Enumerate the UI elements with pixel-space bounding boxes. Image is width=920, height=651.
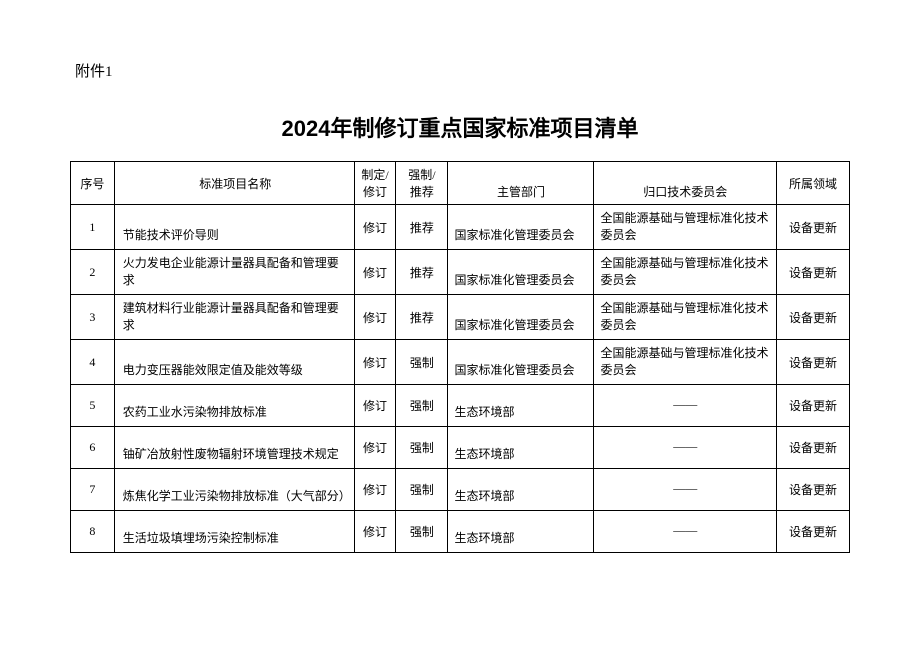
cell-type: 修订 (354, 295, 396, 340)
cell-committee: 全国能源基础与管理标准化技术委员会 (594, 340, 776, 385)
table-row: 8生活垃圾填埋场污染控制标准修订强制生态环境部——设备更新 (71, 511, 850, 553)
table-header-row: 序号 标准项目名称 制定/修订 强制/推荐 主管部门 归口技术委员会 所属领域 (71, 162, 850, 205)
cell-domain: 设备更新 (776, 511, 849, 553)
cell-committee: —— (594, 511, 776, 553)
cell-type: 修订 (354, 427, 396, 469)
col-header-name: 标准项目名称 (114, 162, 354, 205)
cell-committee: —— (594, 385, 776, 427)
cell-committee: 全国能源基础与管理标准化技术委员会 (594, 295, 776, 340)
cell-mandatory: 强制 (396, 427, 448, 469)
cell-seq: 3 (71, 295, 115, 340)
cell-type: 修订 (354, 469, 396, 511)
cell-department: 国家标准化管理委员会 (448, 340, 594, 385)
table-row: 6铀矿冶放射性废物辐射环境管理技术规定修订强制生态环境部——设备更新 (71, 427, 850, 469)
cell-department: 生态环境部 (448, 511, 594, 553)
cell-domain: 设备更新 (776, 469, 849, 511)
col-header-type: 制定/修订 (354, 162, 396, 205)
table-row: 3建筑材料行业能源计量器具配备和管理要求修订推荐国家标准化管理委员会全国能源基础… (71, 295, 850, 340)
cell-mandatory: 推荐 (396, 250, 448, 295)
cell-domain: 设备更新 (776, 427, 849, 469)
cell-committee: —— (594, 469, 776, 511)
table-body: 1节能技术评价导则修订推荐国家标准化管理委员会全国能源基础与管理标准化技术委员会… (71, 205, 850, 553)
cell-domain: 设备更新 (776, 250, 849, 295)
page-title: 2024年制修订重点国家标准项目清单 (70, 111, 850, 143)
table-row: 2火力发电企业能源计量器具配备和管理要求修订推荐国家标准化管理委员会全国能源基础… (71, 250, 850, 295)
cell-department: 生态环境部 (448, 385, 594, 427)
cell-mandatory: 推荐 (396, 295, 448, 340)
cell-department: 国家标准化管理委员会 (448, 295, 594, 340)
table-row: 1节能技术评价导则修订推荐国家标准化管理委员会全国能源基础与管理标准化技术委员会… (71, 205, 850, 250)
cell-seq: 5 (71, 385, 115, 427)
cell-domain: 设备更新 (776, 340, 849, 385)
cell-seq: 1 (71, 205, 115, 250)
cell-type: 修订 (354, 511, 396, 553)
cell-seq: 8 (71, 511, 115, 553)
col-header-mandatory: 强制/推荐 (396, 162, 448, 205)
cell-seq: 6 (71, 427, 115, 469)
cell-name: 铀矿冶放射性废物辐射环境管理技术规定 (114, 427, 354, 469)
cell-seq: 2 (71, 250, 115, 295)
cell-committee: 全国能源基础与管理标准化技术委员会 (594, 250, 776, 295)
cell-type: 修订 (354, 340, 396, 385)
cell-type: 修订 (354, 250, 396, 295)
cell-name: 火力发电企业能源计量器具配备和管理要求 (114, 250, 354, 295)
cell-mandatory: 强制 (396, 469, 448, 511)
cell-mandatory: 强制 (396, 340, 448, 385)
table-row: 5农药工业水污染物排放标准修订强制生态环境部——设备更新 (71, 385, 850, 427)
standards-table: 序号 标准项目名称 制定/修订 强制/推荐 主管部门 归口技术委员会 所属领域 … (70, 161, 850, 553)
cell-committee: —— (594, 427, 776, 469)
attachment-label: 附件1 (75, 60, 850, 81)
cell-mandatory: 强制 (396, 511, 448, 553)
cell-domain: 设备更新 (776, 385, 849, 427)
cell-seq: 4 (71, 340, 115, 385)
col-header-seq: 序号 (71, 162, 115, 205)
cell-name: 生活垃圾填埋场污染控制标准 (114, 511, 354, 553)
cell-name: 节能技术评价导则 (114, 205, 354, 250)
cell-domain: 设备更新 (776, 205, 849, 250)
cell-mandatory: 强制 (396, 385, 448, 427)
cell-type: 修订 (354, 205, 396, 250)
col-header-domain: 所属领域 (776, 162, 849, 205)
cell-department: 生态环境部 (448, 469, 594, 511)
cell-committee: 全国能源基础与管理标准化技术委员会 (594, 205, 776, 250)
table-row: 7炼焦化学工业污染物排放标准（大气部分）修订强制生态环境部——设备更新 (71, 469, 850, 511)
cell-name: 炼焦化学工业污染物排放标准（大气部分） (114, 469, 354, 511)
table-row: 4电力变压器能效限定值及能效等级修订强制国家标准化管理委员会全国能源基础与管理标… (71, 340, 850, 385)
cell-mandatory: 推荐 (396, 205, 448, 250)
cell-name: 建筑材料行业能源计量器具配备和管理要求 (114, 295, 354, 340)
cell-name: 农药工业水污染物排放标准 (114, 385, 354, 427)
cell-domain: 设备更新 (776, 295, 849, 340)
cell-seq: 7 (71, 469, 115, 511)
cell-name: 电力变压器能效限定值及能效等级 (114, 340, 354, 385)
cell-type: 修订 (354, 385, 396, 427)
cell-department: 生态环境部 (448, 427, 594, 469)
col-header-committee: 归口技术委员会 (594, 162, 776, 205)
cell-department: 国家标准化管理委员会 (448, 250, 594, 295)
cell-department: 国家标准化管理委员会 (448, 205, 594, 250)
col-header-department: 主管部门 (448, 162, 594, 205)
